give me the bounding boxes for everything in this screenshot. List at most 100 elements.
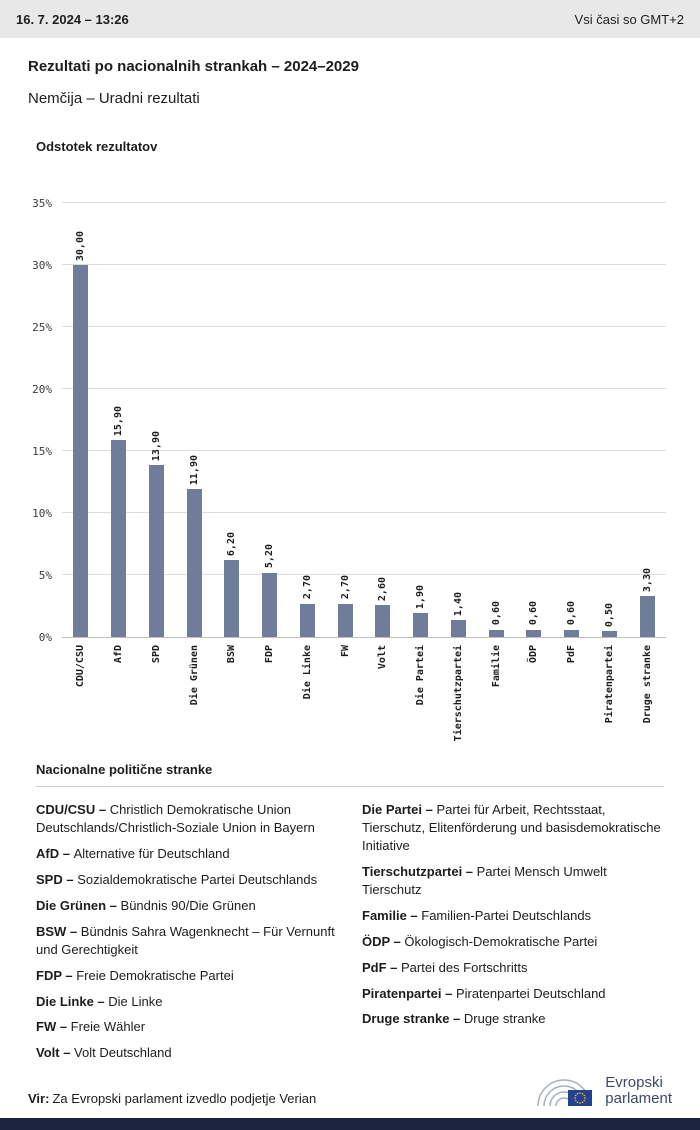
bottom-accent-bar <box>0 1118 700 1130</box>
x-axis-label: Druge stranke <box>641 645 653 724</box>
y-axis-tick: 30% <box>32 259 52 272</box>
bar-value-label: 30,00 <box>75 230 87 261</box>
party-abbr: PdF – <box>362 959 402 975</box>
x-axis-label-cell: BSW <box>213 638 251 746</box>
party-description: Familien-Partei Deutschlands <box>421 907 592 923</box>
party-legend-item: FW – Freie Wähler <box>36 1018 338 1036</box>
bar-column: 13,90 <box>138 431 176 637</box>
party-abbr: Volt – <box>36 1045 75 1061</box>
bar-value-label: 13,90 <box>150 430 162 461</box>
datetime-label: 16. 7. 2024 – 13:26 <box>16 11 129 27</box>
x-axis-label: Die Linke <box>301 645 313 700</box>
party-description: Volt Deutschland <box>74 1045 172 1061</box>
bar[interactable] <box>375 604 391 637</box>
bar-column: 30,00 <box>62 231 100 637</box>
page-title: Rezultati po nacionalnih strankah – 2024… <box>28 58 359 75</box>
gridline <box>62 202 666 203</box>
bar[interactable] <box>111 439 127 637</box>
bar[interactable] <box>526 629 542 637</box>
bar-value-label: 11,90 <box>188 455 200 486</box>
bar-value-label: 1,90 <box>415 585 427 610</box>
party-abbr: FW – <box>36 1019 71 1035</box>
x-axis-label-cell: Tierschutzpartei <box>440 638 478 746</box>
bar-value-label: 0,60 <box>528 601 540 626</box>
party-legend-item: CDU/CSU – Christlich Demokratische Union… <box>36 801 338 837</box>
party-legend: Nacionalne politične stranke CDU/CSU – C… <box>36 762 664 1070</box>
x-axis-label: PdF <box>566 645 578 664</box>
bar-column: 0,60 <box>515 601 553 637</box>
bar[interactable] <box>450 619 466 637</box>
bar[interactable] <box>73 265 89 637</box>
party-abbr: Die Linke – <box>36 993 109 1009</box>
party-legend-item: Druge stranke – Druge stranke <box>362 1010 664 1028</box>
bar[interactable] <box>564 629 580 637</box>
ep-hemicycle-icon <box>537 1079 593 1107</box>
header-bar: 16. 7. 2024 – 13:26 Vsi časi so GMT+2 <box>0 0 700 38</box>
bar[interactable] <box>299 603 315 637</box>
gridline <box>62 450 666 451</box>
bar[interactable] <box>262 572 278 637</box>
source-note: Vir: Za Evropski parlament izvedlo podjet… <box>28 1091 316 1112</box>
x-axis-label: FDP <box>264 645 276 664</box>
y-axis-tick: 25% <box>32 321 52 334</box>
party-description: Ökologisch-Demokratische Partei <box>404 933 598 949</box>
bar[interactable] <box>488 629 504 637</box>
x-axis-label: BSW <box>226 645 238 664</box>
bar-column: 0,60 <box>477 601 515 637</box>
party-legend-item: BSW – Bündnis Sahra Wagenknecht – Für Ve… <box>36 923 338 959</box>
party-legend-item: FDP – Freie Demokratische Partei <box>36 967 338 985</box>
party-description: Partei für Arbeit, Rechtsstaat, Tierschu… <box>362 802 661 853</box>
page-subtitle: Nemčija – Uradni rezultati <box>28 90 200 107</box>
party-description: Partei des Fortschritts <box>401 959 528 975</box>
bar[interactable] <box>186 489 202 637</box>
party-abbr: Druge stranke – <box>362 1011 464 1027</box>
source-label: Vir: <box>28 1091 50 1107</box>
party-abbr: CDU/CSU – <box>36 802 110 817</box>
bar[interactable] <box>413 613 429 637</box>
x-axis-label: AfD <box>113 645 125 664</box>
results-bar-chart: Odstotek rezultatov 0% 5% 10% 15% 20% 25% 30% 3… <box>0 107 700 746</box>
x-axis-label-cell: CDU/CSU <box>62 638 100 746</box>
y-axis-tick: 5% <box>38 569 52 582</box>
party-abbr: Familie – <box>362 907 422 923</box>
legend-column: CDU/CSU – Christlich Demokratische Union… <box>36 801 338 1070</box>
gridline <box>62 512 666 513</box>
bar-value-label: 2,70 <box>339 575 351 600</box>
party-description: Bündnis Sahra Wagenknecht – Für Vernunft… <box>36 923 335 957</box>
bar[interactable] <box>148 464 164 637</box>
bar[interactable] <box>224 560 240 637</box>
party-abbr: Die Partei – <box>362 802 437 817</box>
bar[interactable] <box>601 630 617 637</box>
x-axis-label: Piratenpartei <box>603 645 615 724</box>
x-axis-label: Tierschutzpartei <box>452 645 464 742</box>
party-description: Freie Demokratische Partei <box>76 967 234 983</box>
bar-column: 1,90 <box>402 585 440 637</box>
eu-flag-icon <box>568 1090 593 1107</box>
party-description: Bündnis 90/Die Grünen <box>120 897 256 913</box>
party-description: Alternative für Deutschland <box>73 845 230 861</box>
bar[interactable] <box>337 603 353 637</box>
x-axis-label: Die Partei <box>415 645 427 706</box>
bars-row: 30,00 15,90 13,90 11,90 6,20 5,20 2,70 2,70 2,60… <box>62 204 666 637</box>
legend-column: Die Partei – Partei für Arbeit, Rechtsst… <box>362 801 664 1070</box>
bar-column: 2,70 <box>289 575 327 637</box>
y-axis: 0% 5% 10% 15% 20% 25% 30% 35% <box>14 197 62 644</box>
bar-value-label: 3,30 <box>641 568 653 593</box>
title-block: Rezultati po nacionalnih strankah – 2024… <box>0 38 700 107</box>
chart-heading: Odstotek rezultatov <box>36 139 158 154</box>
bar-column: 1,40 <box>440 592 478 637</box>
bar[interactable] <box>639 596 655 637</box>
gridline <box>62 264 666 265</box>
party-legend-item: PdF – Partei des Fortschritts <box>362 959 664 977</box>
logo-wordmark: Evropski parlament <box>605 1074 672 1109</box>
party-legend-item: Volt – Volt Deutschland <box>36 1044 338 1062</box>
x-axis-label-cell: SPD <box>138 638 176 746</box>
x-axis-label-cell: Familie <box>477 638 515 746</box>
x-axis-label-cell: Die Linke <box>289 638 327 746</box>
y-axis-tick: 35% <box>32 197 52 210</box>
x-axis-label-cell: ÖDP <box>515 638 553 746</box>
x-axis-label: Volt <box>377 645 389 670</box>
party-abbr: Piratenpartei – <box>362 985 456 1001</box>
x-axis-label-cell: Druge stranke <box>628 638 666 746</box>
x-axis-label: CDU/CSU <box>75 645 87 688</box>
